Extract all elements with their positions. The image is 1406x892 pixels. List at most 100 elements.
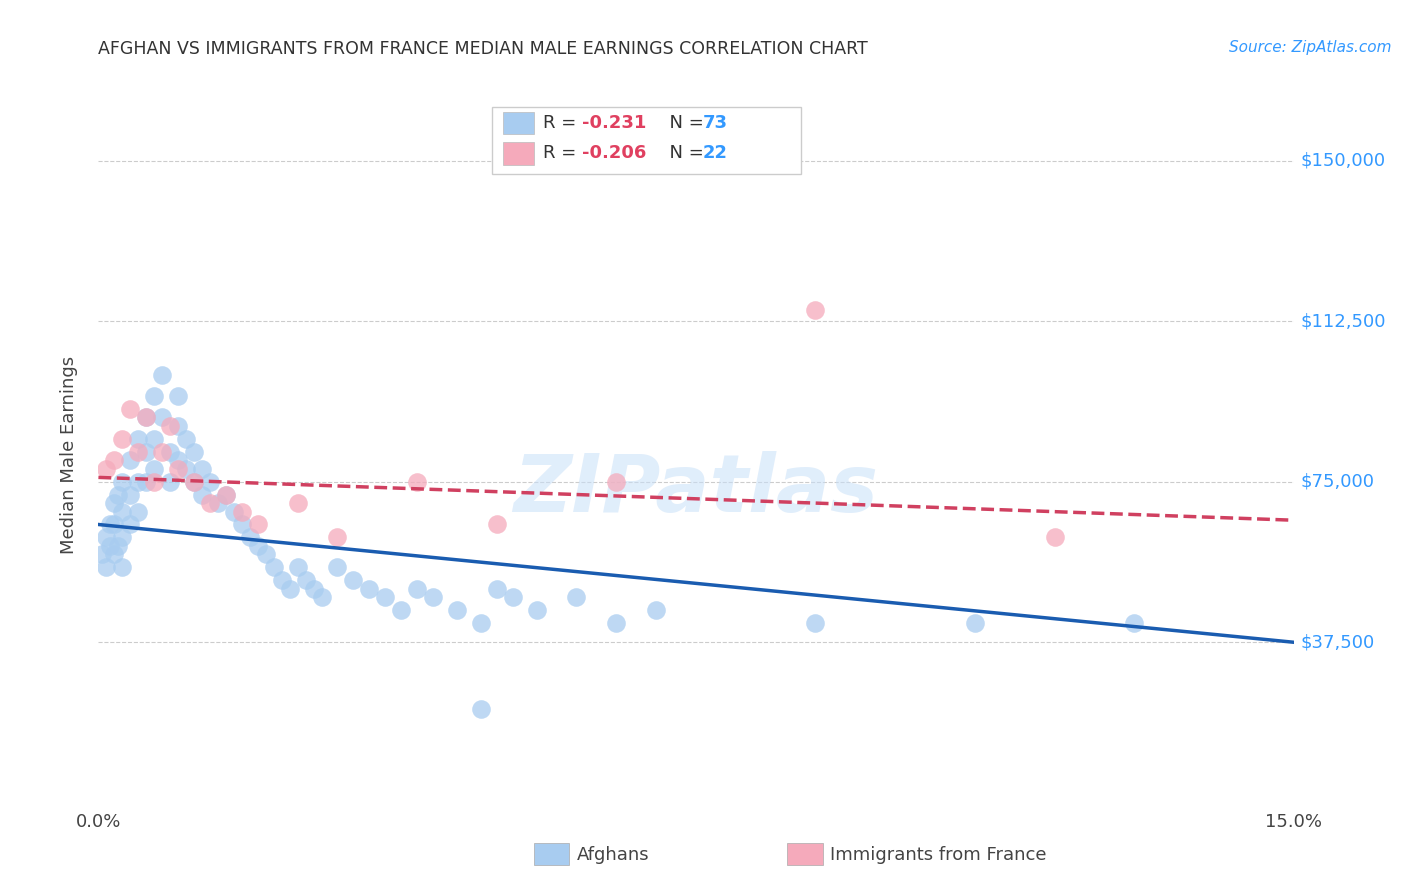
Point bbox=[127, 475, 149, 489]
Point bbox=[174, 432, 197, 446]
Point bbox=[135, 410, 157, 425]
Point bbox=[98, 517, 122, 532]
Point bbox=[111, 505, 134, 519]
Point bbox=[91, 548, 114, 562]
Point bbox=[278, 582, 301, 596]
Point bbox=[198, 475, 221, 489]
Point bbox=[963, 615, 986, 630]
Point bbox=[1043, 530, 1066, 544]
Point bbox=[502, 591, 524, 605]
Point bbox=[485, 517, 508, 532]
Point bbox=[485, 582, 508, 596]
Point bbox=[270, 573, 292, 587]
Point bbox=[222, 505, 245, 519]
Text: AFGHAN VS IMMIGRANTS FROM FRANCE MEDIAN MALE EARNINGS CORRELATION CHART: AFGHAN VS IMMIGRANTS FROM FRANCE MEDIAN … bbox=[98, 40, 868, 58]
Point bbox=[103, 496, 125, 510]
Point bbox=[127, 505, 149, 519]
Point bbox=[215, 487, 238, 501]
Point bbox=[406, 475, 429, 489]
Point bbox=[326, 530, 349, 544]
Text: $75,000: $75,000 bbox=[1301, 473, 1375, 491]
Point bbox=[287, 496, 309, 510]
Point bbox=[207, 496, 229, 510]
Point bbox=[135, 475, 157, 489]
Point bbox=[1123, 615, 1146, 630]
Point bbox=[120, 453, 142, 467]
Point bbox=[605, 615, 627, 630]
Point bbox=[804, 303, 827, 318]
Point bbox=[143, 475, 166, 489]
Point bbox=[374, 591, 396, 605]
Text: -0.206: -0.206 bbox=[582, 145, 647, 162]
Point bbox=[470, 615, 492, 630]
Point bbox=[135, 410, 157, 425]
Point bbox=[215, 487, 238, 501]
Point bbox=[389, 603, 412, 617]
Text: Immigrants from France: Immigrants from France bbox=[830, 846, 1046, 863]
Point bbox=[143, 432, 166, 446]
Point bbox=[167, 419, 190, 434]
Point bbox=[111, 560, 134, 574]
Point bbox=[120, 487, 142, 501]
Point bbox=[150, 368, 173, 382]
Text: Afghans: Afghans bbox=[576, 846, 650, 863]
Point bbox=[120, 401, 142, 416]
Point bbox=[159, 444, 181, 458]
Point bbox=[183, 475, 205, 489]
Point bbox=[159, 419, 181, 434]
Y-axis label: Median Male Earnings: Median Male Earnings bbox=[59, 356, 77, 554]
Text: R =: R = bbox=[543, 145, 582, 162]
Text: $150,000: $150,000 bbox=[1301, 152, 1386, 169]
Point bbox=[326, 560, 349, 574]
Point bbox=[302, 582, 325, 596]
Point bbox=[111, 475, 134, 489]
Point bbox=[422, 591, 444, 605]
Point bbox=[98, 539, 122, 553]
Point bbox=[446, 603, 468, 617]
Point bbox=[246, 517, 269, 532]
Point bbox=[150, 444, 173, 458]
Point bbox=[470, 701, 492, 715]
Point bbox=[120, 517, 142, 532]
Text: Source: ZipAtlas.com: Source: ZipAtlas.com bbox=[1229, 40, 1392, 55]
Point bbox=[645, 603, 668, 617]
Point bbox=[111, 432, 134, 446]
Point bbox=[191, 487, 214, 501]
Point bbox=[174, 462, 197, 476]
Text: $112,500: $112,500 bbox=[1301, 312, 1386, 330]
Point bbox=[183, 444, 205, 458]
Point bbox=[127, 432, 149, 446]
Point bbox=[96, 462, 118, 476]
Text: 73: 73 bbox=[703, 114, 728, 132]
Text: -0.231: -0.231 bbox=[582, 114, 647, 132]
Point bbox=[143, 462, 166, 476]
Point bbox=[150, 410, 173, 425]
Point bbox=[254, 548, 277, 562]
Text: ZIPatlas: ZIPatlas bbox=[513, 450, 879, 529]
Text: 22: 22 bbox=[703, 145, 728, 162]
Point bbox=[198, 496, 221, 510]
Point bbox=[167, 462, 190, 476]
Point bbox=[143, 389, 166, 403]
Point bbox=[127, 444, 149, 458]
Point bbox=[287, 560, 309, 574]
Point bbox=[167, 389, 190, 403]
Text: N =: N = bbox=[658, 145, 710, 162]
Point bbox=[294, 573, 316, 587]
Point bbox=[311, 591, 333, 605]
Point bbox=[246, 539, 269, 553]
Point bbox=[135, 444, 157, 458]
Point bbox=[526, 603, 548, 617]
Text: $37,500: $37,500 bbox=[1301, 633, 1375, 651]
Point bbox=[605, 475, 627, 489]
Point bbox=[159, 475, 181, 489]
Point bbox=[107, 487, 129, 501]
Point bbox=[804, 615, 827, 630]
Point bbox=[103, 453, 125, 467]
Point bbox=[183, 475, 205, 489]
Text: N =: N = bbox=[658, 114, 710, 132]
Point bbox=[111, 530, 134, 544]
Text: R =: R = bbox=[543, 114, 582, 132]
Point bbox=[103, 517, 125, 532]
Point bbox=[167, 453, 190, 467]
